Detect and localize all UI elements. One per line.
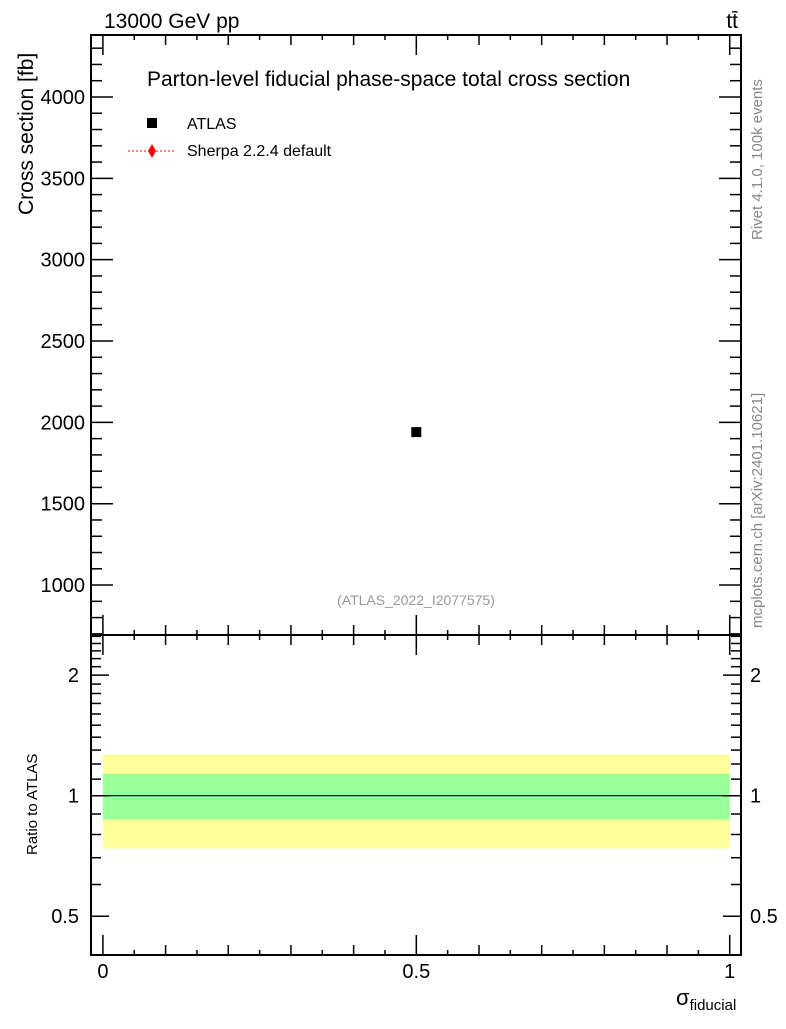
atlas-data-point <box>411 427 422 438</box>
chart-title: Parton-level fiducial phase-space total … <box>147 68 630 91</box>
xtick-label: 0 <box>97 961 108 983</box>
ratio-ytick-label-right: 0.5 <box>750 906 778 928</box>
legend-sherpa-label: Sherpa 2.2.4 default <box>187 143 332 160</box>
rivet-label: Rivet 4.1.0, 100k events <box>749 79 766 240</box>
legend-atlas-label: ATLAS <box>187 116 237 133</box>
ratio-ytick-label-right: 1 <box>750 786 761 808</box>
ratio-frame <box>90 634 742 956</box>
mcplots-label: mcplots.cern.ch [arXiv:2401.10621] <box>749 393 766 628</box>
xtick-label: 0.5 <box>402 961 430 983</box>
main-ytick-label: 2000 <box>41 412 86 434</box>
ratio-band-inner <box>102 773 730 820</box>
xlabel-subscript: fiducial <box>690 997 737 1014</box>
main-ylabel: Cross section [fb] <box>15 53 38 215</box>
legend-sherpa-marker <box>148 144 156 158</box>
ratio-ytick-label-left: 0.5 <box>51 906 79 928</box>
xlabel-symbol: σ <box>676 985 690 1010</box>
main-ytick-label: 3500 <box>41 168 86 190</box>
ratio-ytick-label-left: 1 <box>68 786 79 808</box>
header-left: 13000 GeV pp <box>104 10 239 33</box>
main-ytick-label: 2500 <box>41 331 86 353</box>
analysis-annotation: (ATLAS_2022_I2077575) <box>337 592 495 608</box>
main-ytick-label: 3000 <box>41 250 86 272</box>
legend-atlas-marker <box>147 118 157 128</box>
xlabel: σfiducial <box>676 985 736 1014</box>
ratio-ytick-label-left: 2 <box>68 665 79 687</box>
ratio-ytick-label-right: 2 <box>750 665 761 687</box>
main-ytick-label: 1000 <box>41 575 86 597</box>
header-right: tt̄ <box>726 10 738 33</box>
ratio-ylabel: Ratio to ATLAS <box>24 754 41 855</box>
main-ytick-label: 4000 <box>41 87 86 109</box>
xtick-label: 1 <box>724 961 735 983</box>
main-ytick-label: 1500 <box>41 494 86 516</box>
